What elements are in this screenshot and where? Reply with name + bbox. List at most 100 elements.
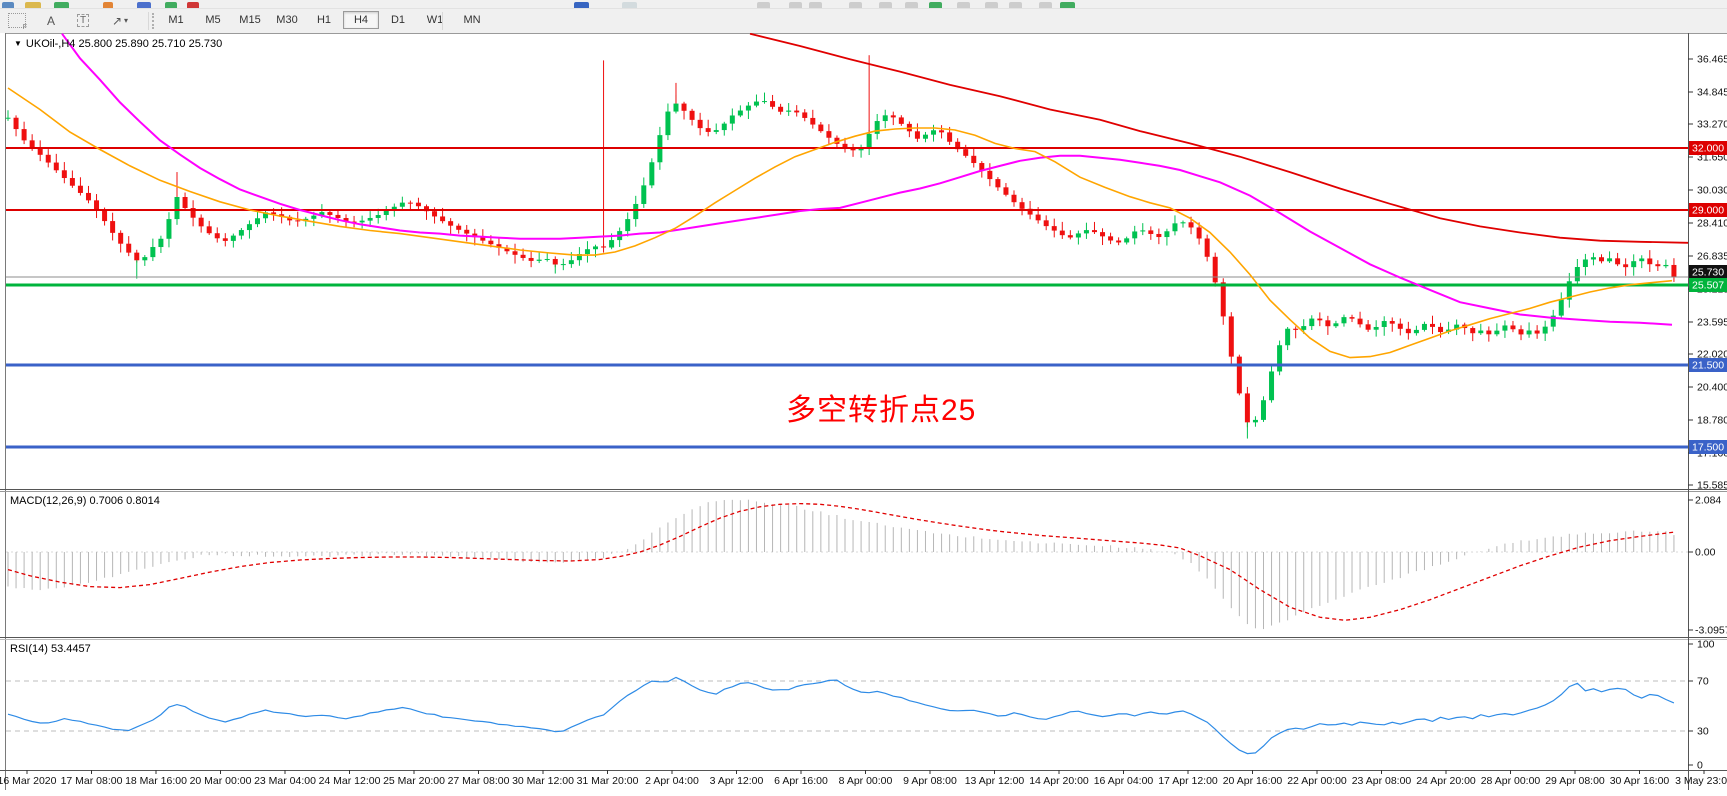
toolbar-icon-partial[interactable] [809,2,822,8]
candle-body [1059,230,1065,236]
toolbar-icon-partial[interactable] [879,2,892,8]
chart-dropdown-icon[interactable]: ▼ [14,39,22,48]
toolbar-icon-partial[interactable] [165,2,177,8]
candle-body [1373,326,1379,330]
toolbar-drag-handle[interactable] [152,13,157,29]
toolbar-icon-partial[interactable] [1060,2,1075,8]
macd-signal-line [7,502,1677,621]
candle-body [263,212,269,219]
candle-body [287,216,293,221]
toolbar-icon-partial[interactable] [929,2,942,8]
toolbar-icon-partial[interactable] [905,2,918,8]
timeframe-button-d1[interactable]: D1 [390,14,406,26]
text-label-tool-icon[interactable]: T [72,11,94,30]
candle-body [576,254,582,261]
toolbar-icon-partial[interactable] [789,2,802,8]
candle-body [222,238,228,241]
candle-body [552,258,558,265]
timeframe-button-h1[interactable]: H1 [316,14,332,26]
candle-body [955,141,961,150]
grid-properties-icon[interactable] [6,11,28,31]
candle-body [1293,328,1299,330]
timeframe-button-m30[interactable]: M30 [276,14,298,26]
candle-body [37,147,43,155]
timeframe-button-m5[interactable]: M5 [205,14,221,26]
chart-surface[interactable]: 36.46534.84533.27031.65030.03028.41026.8… [0,33,1727,796]
candle-body [13,117,19,130]
candle-body [1357,318,1363,325]
time-axis-label: 13 Apr 12:00 [965,775,1025,787]
toolbar-icon-partial[interactable] [574,2,589,8]
time-axis-label: 31 Mar 20:00 [577,775,639,787]
toolbar-icon-partial[interactable] [849,2,862,8]
rsi-line [7,676,1675,755]
font-tool-icon[interactable]: A [46,13,55,28]
toolbar-icon-partial[interactable] [985,2,998,8]
price-badge [1689,141,1727,155]
candle-body [1470,328,1476,334]
candle-body [311,215,317,219]
toolbar-icon-partial[interactable] [137,2,151,8]
price-axis-label: 28.410 [1697,218,1727,230]
timeframe-button-h4[interactable]: H4 [343,11,379,29]
candle-body [1164,231,1170,238]
toolbar-icon-partial[interactable] [2,2,14,8]
candle-body [593,246,599,250]
price-badge-label: 25.730 [1692,267,1724,279]
time-axis-label: 23 Apr 08:00 [1352,775,1412,787]
candle-body [560,264,566,266]
toolbar-icon-partial[interactable] [957,2,970,8]
candle-body [1429,323,1435,327]
rsi-axis-label: 0 [1697,760,1703,772]
timeframe-button-m1[interactable]: M1 [168,14,184,26]
time-axis-label: 16 Apr 04:00 [1094,775,1154,787]
chart-title[interactable]: ▼ UKOil-,H4 25.800 25.890 25.710 25.730 [14,38,222,50]
candle-body [1341,317,1347,324]
candle-body [1269,371,1275,401]
price-axis-label: 34.845 [1697,87,1727,99]
candle-body [150,247,156,258]
toolbar-icon-partial[interactable] [187,2,199,8]
candle-body [351,221,357,223]
candle-body [737,110,743,116]
price-axis-label: 20.400 [1697,382,1727,394]
toolbar-icon-partial[interactable] [1039,2,1052,8]
candle-body [464,229,470,234]
toolbar-icon-partial[interactable] [1009,2,1022,8]
candle-body [1091,230,1097,233]
candle-body [174,197,180,220]
candle-body [1325,320,1331,327]
candle-body [681,103,687,111]
candle-body [939,130,945,133]
candle-body [625,219,631,232]
arrow-shapes-icon: ↗ [111,13,123,28]
rsi-indicator-label: RSI(14) 53.4457 [10,643,91,655]
candle-body [1285,328,1291,346]
timeframe-button-mn[interactable]: MN [463,14,481,26]
candle-body [1663,264,1669,267]
candle-body [1075,233,1081,238]
toolbar-icon-partial[interactable] [757,2,770,8]
time-axis-label: 20 Apr 16:00 [1223,775,1283,787]
price-badge-label: 32.000 [1692,143,1724,155]
candle-body [1188,222,1194,228]
candle-body [69,178,75,186]
candle-body [1124,238,1130,243]
candle-body [1607,258,1613,262]
timeframe-button-w1[interactable]: W1 [426,14,444,26]
timeframe-button-m15[interactable]: M15 [239,14,261,26]
candle-body [1518,329,1524,335]
chart-annotation-text[interactable]: 多空转折点25 [786,394,977,427]
candle-body [238,230,244,236]
shapes-tool-icon[interactable]: ↗ ▾ [104,11,136,30]
candle-body [1478,330,1484,334]
candle-body [335,214,341,219]
toolbar-icon-partial[interactable] [622,2,637,8]
toolbar-icon-partial[interactable] [25,2,41,8]
price-badge [1689,265,1727,279]
toolbar-icon-partial[interactable] [103,2,113,8]
candle-body [77,185,83,193]
price-axis-label: 30.030 [1697,185,1727,197]
candle-body [914,131,920,139]
toolbar-icon-partial[interactable] [54,2,69,8]
